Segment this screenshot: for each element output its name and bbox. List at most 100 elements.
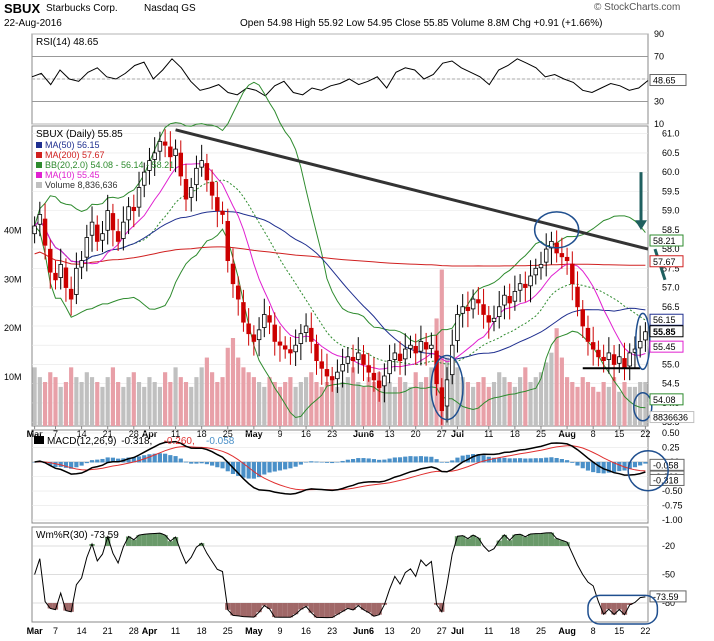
volume-bar xyxy=(371,382,377,426)
volume-bar xyxy=(303,377,309,426)
rsi-last-value-label: 48.65 xyxy=(653,76,676,86)
macd-histogram-bar xyxy=(570,461,575,463)
macd-histogram-bar xyxy=(377,459,382,463)
macd-histogram-bar xyxy=(256,461,262,478)
macd-histogram-bar xyxy=(460,455,465,463)
candle-body xyxy=(543,248,549,263)
macd-title-part: MACD(12,26,9) xyxy=(47,436,116,447)
volume-bar xyxy=(330,377,335,426)
volume-bar xyxy=(580,377,585,426)
volume-bar xyxy=(256,382,262,426)
wmr-overbought-fill xyxy=(507,540,513,546)
volume-bar xyxy=(314,382,319,426)
macd-histogram-bar xyxy=(549,457,554,463)
candle-body xyxy=(528,275,533,287)
wmr-x-axis-label: Jul xyxy=(451,626,464,636)
wmr-x-axis-label: 8 xyxy=(591,626,596,636)
price-tick-label: 57.0 xyxy=(662,283,680,293)
price-right-label-box xyxy=(649,411,695,424)
macd-histogram-bar xyxy=(84,461,89,464)
volume-bar xyxy=(298,382,303,426)
candle-body xyxy=(168,146,173,158)
x-axis-label: 21 xyxy=(103,429,113,439)
volume-bar xyxy=(549,352,554,426)
candle-body xyxy=(470,298,476,310)
x-axis-label: Jun6 xyxy=(353,429,374,439)
candle-body xyxy=(590,342,596,350)
price-right-label: 55.85 xyxy=(653,327,676,337)
candle-body xyxy=(63,267,69,288)
candle-body xyxy=(423,342,429,350)
wmr-oversold-fill xyxy=(621,603,628,615)
macd-histogram-bar xyxy=(89,460,95,463)
macd-histogram-bar xyxy=(110,457,116,463)
wmr-oversold-fill xyxy=(235,603,241,616)
candle-body xyxy=(643,331,648,341)
macd-histogram-bar xyxy=(48,461,53,466)
price-tick-label: 54.5 xyxy=(662,379,680,389)
candle-body xyxy=(580,309,585,327)
macd-tick-label: 0.25 xyxy=(662,442,680,452)
macd-histogram-bar xyxy=(418,456,424,463)
volume-bar xyxy=(42,382,48,426)
macd-histogram-bar xyxy=(303,461,309,463)
wmr-oversold-fill xyxy=(439,603,445,612)
wmr-oversold-fill xyxy=(303,603,309,607)
candle-body xyxy=(533,267,538,276)
volume-bar xyxy=(570,382,575,426)
candle-body xyxy=(382,375,387,387)
candle-body xyxy=(100,233,105,241)
candle-body xyxy=(32,225,37,235)
price-right-label-box xyxy=(649,234,684,247)
macd-histogram-bar xyxy=(476,454,481,463)
macd-histogram-bar xyxy=(225,461,230,472)
macd-histogram-bar xyxy=(497,457,502,463)
macd-histogram-bar xyxy=(246,461,251,479)
annotation-ellipse xyxy=(430,354,464,421)
macd-histogram-bar xyxy=(611,461,617,473)
x-axis-label: May xyxy=(245,429,263,439)
macd-histogram-bar xyxy=(408,456,413,463)
candle-body xyxy=(68,288,74,300)
macd-histogram-bar xyxy=(528,458,533,463)
macd-histogram-bar xyxy=(204,461,209,465)
candle-body xyxy=(345,356,351,364)
volume-bar xyxy=(210,372,215,426)
bb-lower-line xyxy=(34,225,646,419)
macd-histogram-bar xyxy=(330,461,335,464)
candle-body xyxy=(340,364,345,372)
price-right-label-box xyxy=(649,340,684,353)
candle-body xyxy=(241,302,246,323)
macd-histogram-bar xyxy=(267,461,272,473)
legend-label: MA(10) 55.45 xyxy=(45,170,100,180)
volume-bar xyxy=(606,386,611,426)
macd-histogram-bar xyxy=(481,455,486,463)
volume-bar xyxy=(450,347,455,426)
candle-body xyxy=(517,283,523,291)
candle-body xyxy=(606,352,612,360)
macd-histogram-bar xyxy=(413,456,418,463)
volume-bar xyxy=(408,386,413,426)
candle-body xyxy=(53,272,58,281)
candle-body xyxy=(570,263,575,285)
candle-body xyxy=(523,283,528,288)
wmr-title: Wm%R(30) -73.59 xyxy=(36,530,119,541)
macd-histogram-bar xyxy=(183,461,189,463)
candle-body xyxy=(387,360,392,375)
macd-histogram-bar xyxy=(63,461,69,468)
x-axis-label: 18 xyxy=(510,429,520,439)
legend-label: MA(50) 56.15 xyxy=(45,140,100,150)
volume-bar xyxy=(293,386,298,426)
legend-swatch xyxy=(36,162,42,168)
wmr-x-axis-label: 25 xyxy=(223,626,233,636)
wmr-overbought-fill xyxy=(548,532,555,546)
volume-bar xyxy=(178,377,183,426)
macd-histogram-bar xyxy=(554,457,559,463)
wmr-overbought-fill xyxy=(465,538,471,546)
wmr-oversold-fill xyxy=(277,603,283,618)
x-axis-label: 15 xyxy=(614,429,624,439)
volume-bar xyxy=(241,367,246,426)
macd-histogram-bar xyxy=(564,460,570,463)
volume-bar xyxy=(199,367,204,426)
